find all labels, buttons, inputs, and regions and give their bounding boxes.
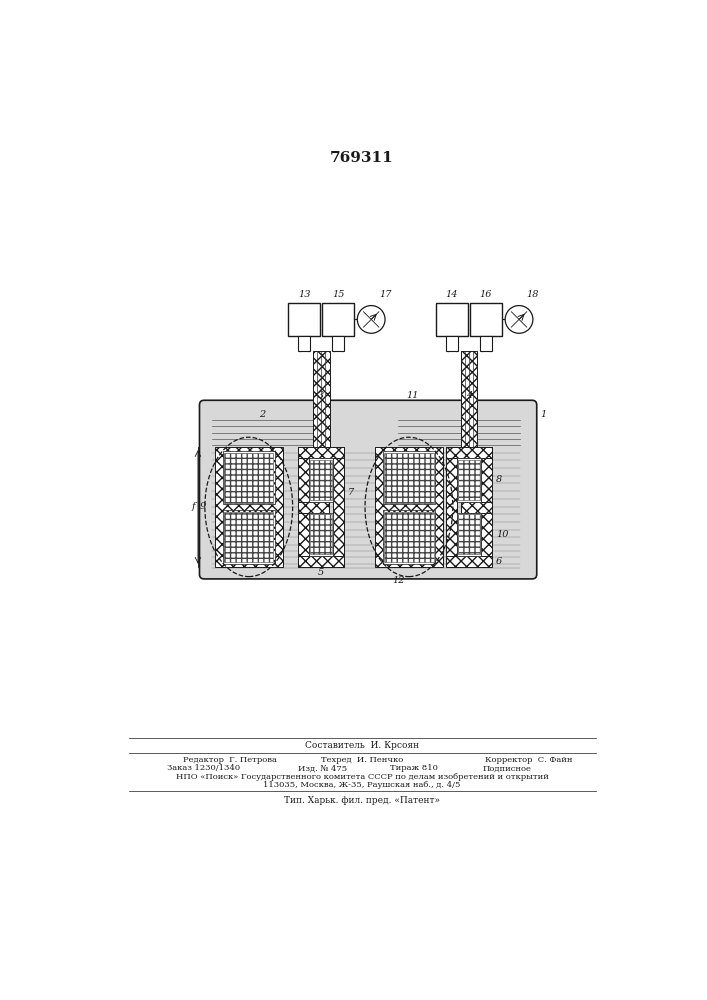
Text: 5: 5 — [318, 568, 325, 577]
Text: 1: 1 — [540, 410, 546, 419]
Text: 113035, Москва, Ж-35, Раушская наб., д. 4/5: 113035, Москва, Ж-35, Раушская наб., д. … — [263, 781, 461, 789]
Bar — [224, 453, 274, 503]
Bar — [460, 351, 477, 447]
Text: 7: 7 — [348, 488, 354, 497]
Bar — [310, 460, 332, 500]
Text: 14: 14 — [446, 290, 458, 299]
Bar — [298, 556, 344, 567]
Text: 2: 2 — [259, 410, 266, 419]
Text: 12: 12 — [392, 576, 404, 585]
Bar — [298, 502, 329, 513]
Bar — [322, 303, 354, 336]
Bar — [332, 336, 344, 351]
Text: 769311: 769311 — [330, 151, 394, 165]
Bar — [458, 514, 480, 554]
Text: 8: 8 — [496, 475, 502, 484]
Text: Изд. № 475: Изд. № 475 — [298, 764, 347, 772]
Bar — [375, 447, 443, 567]
Bar — [382, 510, 435, 564]
Text: 3: 3 — [318, 391, 325, 400]
Bar — [446, 336, 458, 351]
Text: f: f — [191, 502, 195, 511]
Bar — [446, 447, 457, 567]
Bar — [224, 512, 274, 562]
Bar — [310, 514, 332, 554]
Bar — [223, 510, 275, 564]
Text: 15: 15 — [332, 290, 344, 299]
Text: 17: 17 — [379, 290, 392, 299]
Bar — [457, 458, 481, 502]
Bar — [309, 458, 334, 502]
Bar — [288, 303, 320, 336]
Text: 13: 13 — [298, 290, 310, 299]
Bar — [481, 447, 492, 567]
Bar — [446, 447, 492, 458]
Bar — [446, 556, 492, 567]
Text: Составитель  И. Крсоян: Составитель И. Крсоян — [305, 741, 419, 750]
Bar — [298, 447, 309, 567]
Bar — [461, 502, 492, 513]
Bar — [385, 512, 433, 562]
Text: НПО «Поиск» Государственного комитета СССР по делам изобретений и открытий: НПО «Поиск» Государственного комитета СС… — [175, 773, 549, 781]
FancyBboxPatch shape — [199, 400, 537, 579]
Bar — [312, 351, 329, 447]
Text: Редактор  Г. Петрова: Редактор Г. Петрова — [182, 756, 276, 764]
Bar — [334, 447, 344, 567]
Bar — [469, 303, 502, 336]
Text: 10: 10 — [496, 530, 508, 539]
Circle shape — [357, 306, 385, 333]
Bar — [215, 447, 283, 567]
Text: Техред  И. Пенчко: Техред И. Пенчко — [321, 756, 403, 764]
Text: 6: 6 — [496, 557, 502, 566]
Bar — [223, 451, 275, 504]
Circle shape — [506, 306, 533, 333]
Text: 11: 11 — [407, 391, 419, 400]
Text: 18: 18 — [527, 290, 539, 299]
Bar — [309, 513, 334, 556]
Text: Подписное: Подписное — [483, 764, 532, 772]
Bar — [298, 336, 310, 351]
Text: Тираж 810: Тираж 810 — [390, 764, 438, 772]
Text: 9: 9 — [199, 502, 206, 511]
Bar — [457, 513, 481, 556]
Text: 4: 4 — [466, 391, 472, 400]
Bar — [436, 303, 468, 336]
Bar — [458, 460, 480, 500]
Bar — [385, 453, 433, 503]
Bar — [298, 447, 344, 458]
Text: Корректор  С. Файн: Корректор С. Файн — [485, 756, 573, 764]
Bar — [480, 336, 492, 351]
Text: 16: 16 — [479, 290, 492, 299]
Text: Заказ 1230/1340: Заказ 1230/1340 — [167, 764, 240, 772]
Bar — [382, 451, 435, 504]
Text: Тип. Харьк. фил. пред. «Патент»: Тип. Харьк. фил. пред. «Патент» — [284, 796, 440, 805]
